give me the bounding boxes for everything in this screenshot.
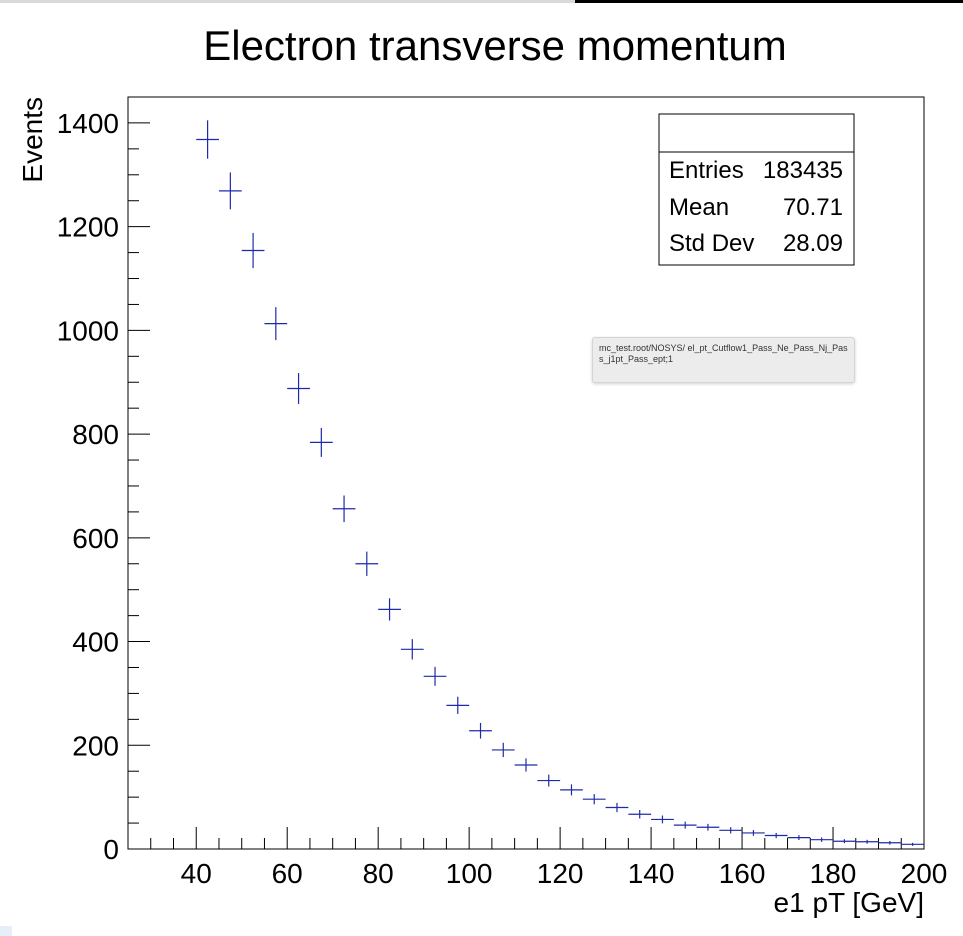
stats-entries-value: 183435 (763, 157, 843, 184)
stats-mean-value: 70.71 (783, 194, 843, 221)
data-point (400, 639, 424, 660)
data-point (332, 495, 356, 523)
data-point (742, 830, 765, 836)
data-point (491, 742, 515, 758)
stats-mean-label: Mean (669, 194, 729, 221)
data-point (719, 827, 743, 834)
data-point (560, 784, 583, 796)
data-point (218, 172, 242, 210)
axes-group: 40 60 80 100 120 140 160 180 200 0 200 400 600 800 100… (57, 96, 948, 889)
x-tick-label: 80 (363, 858, 394, 889)
data-point (764, 832, 788, 839)
data-point (355, 551, 379, 576)
data-point (673, 821, 697, 829)
stats-stddev-label: Std Dev (669, 230, 754, 257)
data-point (423, 666, 447, 686)
data-point (651, 815, 674, 824)
y-tick-label: 600 (72, 523, 119, 554)
x-tick-label: 200 (901, 858, 948, 889)
data-point (787, 835, 811, 841)
y-tick-label: 1200 (57, 212, 119, 243)
data-point (241, 232, 265, 269)
x-tick-label: 120 (537, 858, 584, 889)
x-axis-label: e1 pT [GeV] (774, 887, 924, 918)
x-tick-label: 180 (810, 858, 857, 889)
x-tick-label: 40 (181, 858, 212, 889)
y-axis-label: Events (17, 97, 48, 183)
y-tick-label: 1400 (57, 108, 119, 139)
data-point (582, 794, 606, 805)
x-tick-label: 60 (272, 858, 303, 889)
data-point (878, 840, 902, 845)
data-point (628, 810, 652, 819)
histogram-tooltip: mc_test.root/NOSYS/ el_pt_Cutflow1_Pass_… (592, 337, 855, 383)
data-point (833, 839, 856, 844)
data-point (810, 837, 834, 842)
x-tick-label: 100 (446, 858, 493, 889)
y-tick-label: 1000 (57, 315, 119, 346)
y-tick-label: 0 (103, 834, 119, 865)
data-point (446, 696, 470, 714)
y-tick-label: 800 (72, 419, 119, 450)
y-tick-label: 200 (72, 730, 119, 761)
x-tick-label: 140 (628, 858, 675, 889)
stats-box[interactable]: Entries 183435 Mean 70.71 Std Dev 28.09 (658, 113, 855, 266)
data-point (901, 842, 924, 846)
data-points (196, 120, 924, 846)
data-point (855, 839, 879, 844)
x-tick-label: 160 (719, 858, 766, 889)
data-point (378, 598, 401, 621)
data-point (605, 802, 629, 813)
chart-title: Electron transverse momentum (203, 22, 787, 69)
top-strip-right (575, 0, 963, 3)
data-point (537, 774, 561, 787)
corner-tab (0, 926, 12, 936)
data-point (696, 823, 720, 831)
y-tick-label: 400 (72, 627, 119, 658)
data-point (196, 120, 219, 159)
plot-frame (127, 96, 925, 850)
stats-entries-label: Entries (669, 157, 744, 184)
data-point (287, 373, 310, 404)
data-point (469, 722, 492, 739)
stats-stddev-value: 28.09 (783, 230, 843, 257)
top-strip-left (0, 0, 575, 3)
data-point (264, 307, 288, 341)
data-point (514, 758, 538, 772)
stats-box-frame (658, 113, 855, 266)
top-window-strip (0, 0, 963, 4)
data-point (309, 427, 333, 457)
